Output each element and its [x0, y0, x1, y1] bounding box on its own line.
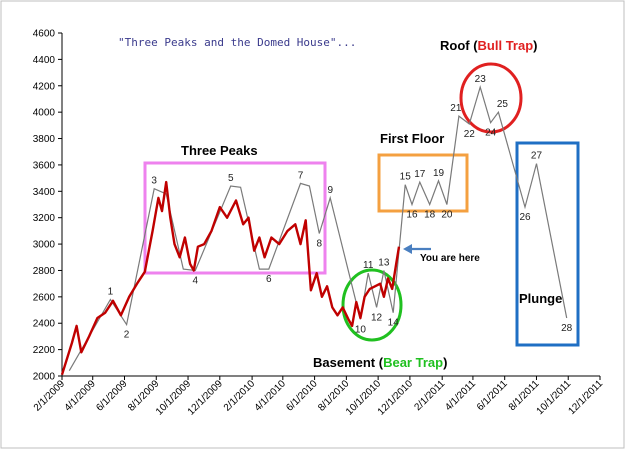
x-tick-label: 12/1/2009	[186, 378, 226, 418]
x-tick-label: 2/1/2009	[32, 378, 68, 414]
template-pattern-line	[68, 84, 568, 371]
pattern-point-label: 6	[266, 274, 272, 285]
basement-label-text: Basement (	[313, 355, 384, 370]
pattern-point-label: 25	[497, 99, 509, 110]
pattern-point-label: 11	[363, 260, 374, 271]
pattern-point-label: 18	[424, 210, 436, 221]
plunge-label: Plunge	[519, 291, 562, 306]
basement-circle	[341, 268, 403, 342]
pattern-point-label: 26	[519, 212, 531, 223]
pattern-point-label: 13	[378, 257, 390, 268]
you-are-here-label: You are here	[420, 253, 480, 264]
pattern-point-label: 1	[108, 286, 114, 297]
y-tick-label: 2000	[33, 372, 56, 383]
y-tick-label: 3800	[33, 134, 56, 145]
pattern-point-label: 4	[193, 275, 199, 286]
pattern-point-label: 10	[355, 324, 367, 335]
three-peaks-box	[143, 161, 327, 275]
you-are-here-arrow	[403, 244, 431, 254]
pattern-point-label: 2	[124, 330, 130, 341]
y-tick-label: 2800	[33, 266, 56, 277]
pattern-point-label: 15	[400, 172, 412, 183]
x-tick-label: 12/1/2011	[566, 378, 605, 417]
y-tick-label: 4400	[33, 55, 56, 66]
y-tick-label: 4600	[33, 29, 56, 40]
pattern-point-label: 23	[475, 74, 487, 85]
actual-index-line	[60, 180, 401, 376]
pattern-point-label: 8	[317, 239, 323, 250]
y-tick-label: 4200	[33, 81, 56, 92]
pattern-point-label: 21	[450, 103, 462, 114]
x-tick-label: 6/1/2009	[94, 378, 130, 414]
x-tick-label: 2/1/2011	[413, 378, 448, 413]
chart-title: "Three Peaks and the Domed House"...	[118, 36, 356, 49]
roof-circle	[459, 62, 523, 134]
roof-label: Roof (Bull Trap)	[440, 38, 538, 53]
pattern-point-label: 24	[485, 128, 497, 139]
plunge-box	[515, 141, 580, 347]
x-tick-label: 4/1/2010	[253, 378, 289, 414]
pattern-point-label: 9	[327, 185, 333, 196]
first-floor-label: First Floor	[380, 131, 444, 146]
pattern-point-label: 27	[531, 151, 543, 162]
pattern-point-label: 3	[151, 176, 157, 187]
y-tick-label: 2200	[33, 345, 56, 356]
basement-label: Basement (Bear Trap)	[313, 355, 447, 370]
y-tick-label: 3600	[33, 160, 56, 171]
roof-label-text: Roof (	[440, 38, 478, 53]
pattern-point-label: 17	[414, 169, 426, 180]
x-tick-label: 6/1/2010	[284, 378, 320, 414]
pattern-point-label: 28	[561, 323, 573, 334]
bull-trap-text: Bull Trap	[478, 38, 534, 53]
pattern-point-label: 5	[228, 173, 234, 184]
x-tick-label: 6/1/2011	[475, 378, 510, 413]
pattern-point-label: 16	[406, 210, 418, 221]
basement-label-close: )	[443, 355, 447, 370]
y-tick-label: 3400	[33, 187, 56, 198]
first-floor-box	[377, 153, 469, 213]
y-tick-label: 2600	[33, 292, 56, 303]
roof-label-close: )	[533, 38, 537, 53]
y-tick-label: 3200	[33, 213, 56, 224]
pattern-point-label: 22	[464, 129, 476, 140]
three-peaks-label: Three Peaks	[181, 143, 258, 158]
pattern-point-label: 7	[298, 170, 304, 181]
x-tick-label: 4/1/2011	[443, 378, 478, 413]
bear-trap-text: Bear Trap	[383, 355, 443, 370]
x-tick-label: 2/1/2010	[222, 378, 258, 414]
pattern-point-label: 20	[441, 210, 453, 221]
pattern-point-label: 12	[371, 312, 383, 323]
pattern-point-label: 14	[388, 318, 400, 329]
pattern-point-label: 19	[433, 168, 445, 179]
y-tick-label: 4000	[33, 108, 56, 119]
x-tick-label: 12/1/2010	[376, 378, 416, 418]
y-tick-label: 3000	[33, 240, 56, 251]
y-tick-label: 2400	[33, 319, 56, 330]
x-tick-label: 4/1/2009	[63, 378, 99, 414]
